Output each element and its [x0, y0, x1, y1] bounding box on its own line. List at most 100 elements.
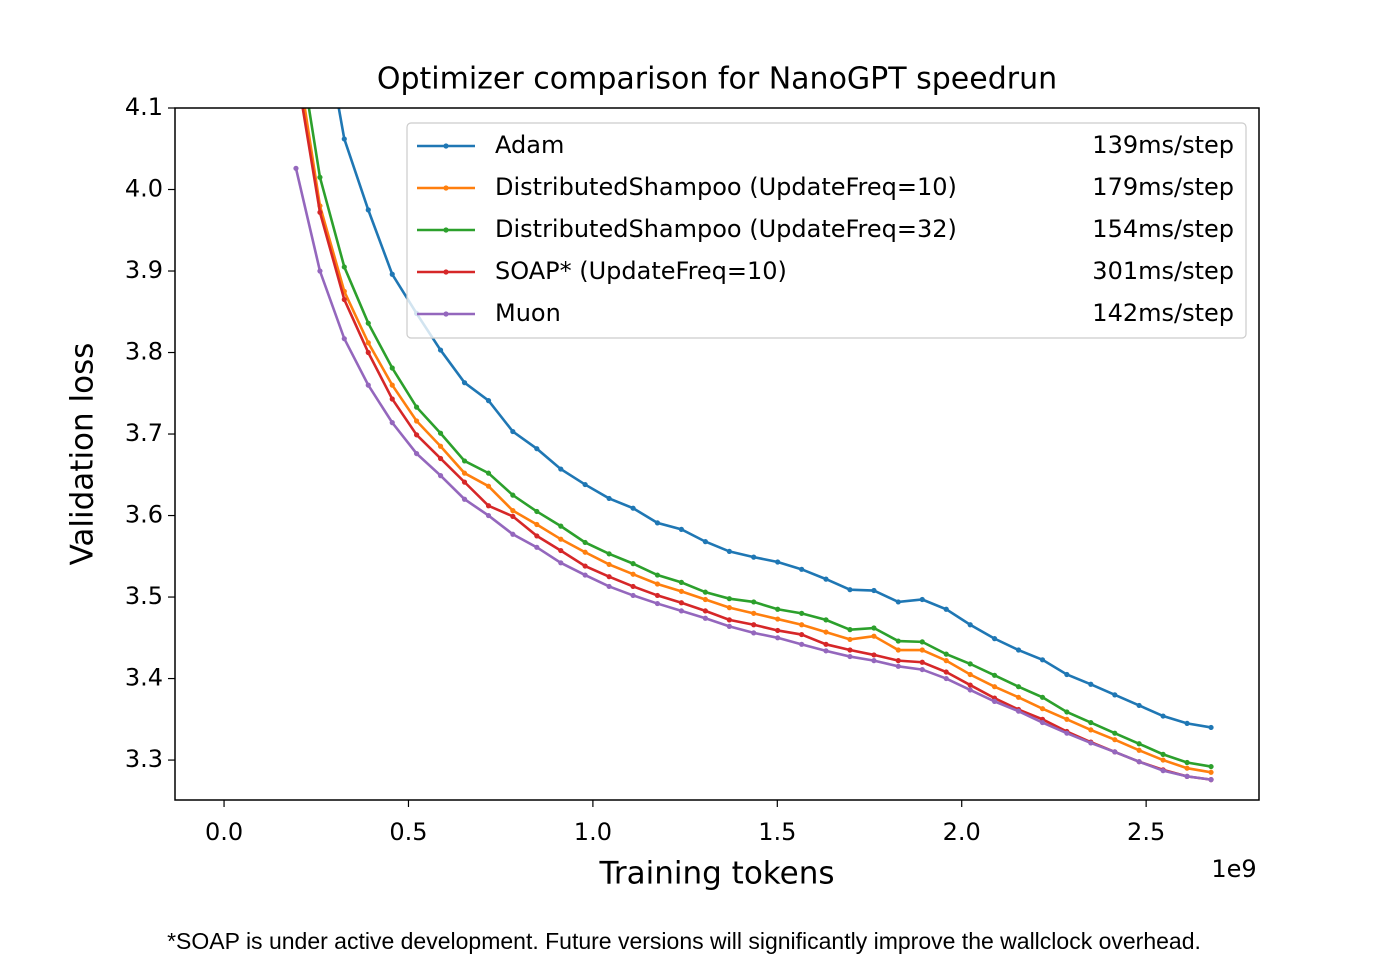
data-point	[943, 669, 949, 675]
data-point	[630, 571, 636, 577]
data-point	[365, 207, 371, 213]
data-point	[1208, 724, 1214, 731]
data-point	[365, 382, 371, 388]
data-point	[341, 336, 347, 342]
data-point	[1039, 706, 1046, 712]
x-tick-label: 2.0	[943, 818, 981, 846]
data-point	[1015, 684, 1022, 690]
data-point	[558, 547, 564, 554]
data-point	[389, 420, 395, 426]
data-point	[485, 398, 492, 404]
footnote: *SOAP is under active development. Futur…	[167, 928, 1201, 954]
data-point	[1160, 757, 1166, 763]
plot-area	[293, 24, 1214, 783]
data-point	[775, 616, 781, 622]
data-point	[389, 382, 395, 388]
data-point	[654, 600, 661, 607]
data-point	[1015, 694, 1022, 700]
data-point	[1184, 759, 1190, 766]
data-point	[799, 641, 805, 647]
data-point	[606, 583, 612, 590]
data-point	[485, 470, 492, 476]
data-point	[1208, 763, 1214, 770]
data-point	[726, 605, 732, 611]
data-point	[943, 651, 949, 657]
data-point	[726, 617, 732, 623]
data-point	[775, 627, 781, 634]
data-point	[1088, 719, 1094, 726]
data-point	[1088, 740, 1094, 746]
data-point	[510, 492, 516, 498]
data-point	[630, 592, 636, 599]
data-point	[895, 647, 901, 653]
data-point	[751, 630, 757, 636]
data-point	[461, 496, 468, 502]
data-point	[847, 653, 853, 660]
data-point	[437, 443, 444, 449]
data-point	[823, 617, 829, 623]
data-point	[823, 629, 829, 635]
data-point	[726, 548, 732, 555]
data-point	[775, 606, 781, 612]
data-point	[799, 631, 805, 638]
data-point	[1015, 647, 1022, 653]
data-point	[991, 636, 998, 642]
legend-step-time: 154ms/step	[1092, 215, 1234, 243]
data-point	[293, 165, 299, 171]
data-point	[895, 663, 901, 669]
data-point	[943, 675, 949, 682]
data-point	[582, 563, 588, 569]
data-point	[654, 572, 661, 578]
data-point	[919, 647, 925, 653]
data-point	[967, 622, 973, 628]
data-point	[919, 659, 925, 665]
y-tick-label: 3.8	[125, 338, 163, 366]
legend-label: Adam	[495, 131, 564, 159]
data-point	[630, 561, 636, 567]
data-point	[1112, 749, 1118, 755]
data-point	[967, 661, 973, 667]
data-point	[871, 587, 877, 594]
y-tick-label: 4.1	[125, 93, 163, 121]
data-point	[437, 472, 444, 479]
data-point	[1208, 777, 1214, 783]
data-point	[991, 698, 998, 704]
data-point	[461, 458, 468, 464]
data-point	[895, 638, 901, 644]
data-point	[678, 526, 685, 532]
data-point	[461, 470, 468, 476]
x-tick-label: 1.0	[574, 818, 612, 846]
legend-step-time: 179ms/step	[1092, 173, 1234, 201]
data-point	[1064, 716, 1070, 722]
data-point	[582, 549, 588, 555]
legend-marker	[443, 311, 449, 317]
legend-step-time: 142ms/step	[1092, 299, 1234, 327]
data-point	[702, 539, 708, 545]
data-point	[1088, 681, 1094, 687]
data-point	[413, 450, 420, 457]
data-point	[510, 531, 516, 537]
x-axis-label: Training tokens	[598, 856, 834, 892]
data-point	[799, 622, 805, 628]
data-point	[1064, 671, 1070, 678]
data-point	[365, 340, 371, 346]
data-point	[919, 596, 925, 603]
legend-label: SOAP* (UpdateFreq=10)	[495, 257, 787, 285]
y-tick-label: 4.0	[125, 175, 163, 203]
data-point	[751, 610, 757, 616]
data-point	[895, 658, 901, 664]
data-point	[1112, 730, 1118, 736]
data-point	[341, 264, 347, 270]
data-point	[558, 523, 564, 529]
data-point	[606, 574, 612, 580]
data-point	[510, 513, 516, 519]
data-point	[365, 320, 371, 326]
data-point	[485, 503, 492, 509]
data-point	[871, 625, 877, 631]
chart-title: Optimizer comparison for NanoGPT speedru…	[377, 62, 1057, 97]
data-point	[582, 539, 588, 546]
data-point	[823, 641, 829, 647]
data-point	[1136, 741, 1142, 747]
y-tick-label: 3.6	[125, 501, 163, 529]
data-point	[293, 24, 298, 29]
